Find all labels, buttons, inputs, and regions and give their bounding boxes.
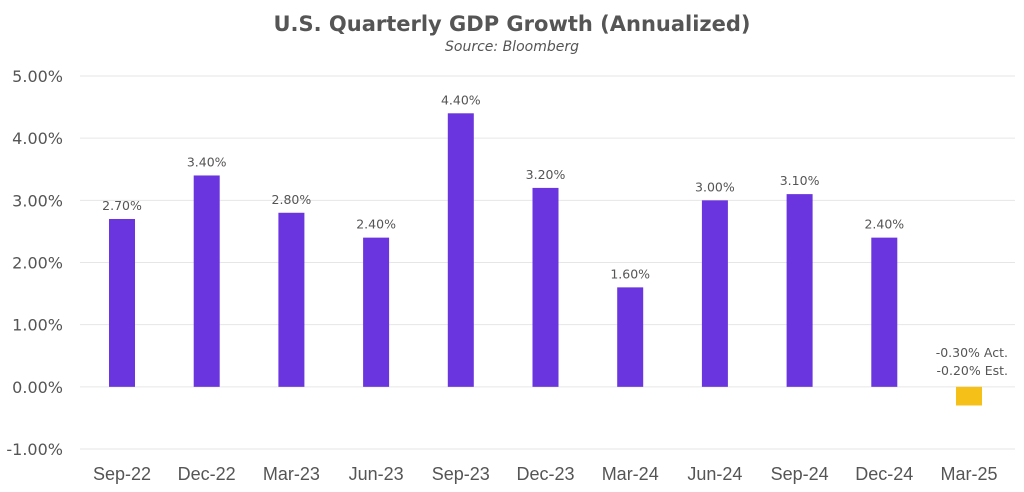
data-label: 1.60% xyxy=(610,266,650,281)
y-tick-label: 4.00% xyxy=(12,129,63,148)
x-tick-label: Sep-23 xyxy=(432,464,490,484)
x-tick-label: Jun-24 xyxy=(687,464,742,484)
y-tick-label: 1.00% xyxy=(12,316,63,335)
data-label: 2.70% xyxy=(102,198,142,213)
data-label: 3.20% xyxy=(526,167,566,182)
data-label: 2.80% xyxy=(272,192,312,207)
x-axis: Sep-22 Dec-22 Mar-23 Jun-23 Sep-23 Dec-23 Mar-… xyxy=(93,464,998,484)
bar-jun-24 xyxy=(701,200,728,387)
x-tick-label: Jun-23 xyxy=(349,464,404,484)
bar-sep-22 xyxy=(109,218,135,387)
data-label: 2.40% xyxy=(356,217,396,232)
data-label: 3.40% xyxy=(187,154,227,169)
bar-mar-24 xyxy=(617,287,644,387)
x-tick-label: Mar-24 xyxy=(602,464,659,484)
data-label-annotation: -0.20% Est. xyxy=(937,363,1008,378)
bar-dec-23 xyxy=(532,187,559,387)
data-label: 2.40% xyxy=(864,217,904,232)
x-tick-label: Mar-25 xyxy=(940,464,997,484)
bar-mar-23 xyxy=(278,212,305,387)
y-tick-label: 0.00% xyxy=(12,378,63,397)
bar-sep-24 xyxy=(786,194,813,387)
y-tick-label: 3.00% xyxy=(12,191,63,210)
x-tick-label: Sep-24 xyxy=(771,464,829,484)
bars xyxy=(109,113,982,406)
x-tick-label: Mar-23 xyxy=(263,464,320,484)
y-tick-label: 5.00% xyxy=(12,67,63,86)
bar-sep-23 xyxy=(447,113,474,387)
y-tick-label: 2.00% xyxy=(12,254,63,273)
data-labels: 2.70% 3.40% 2.80% 2.40% 4.40% 3.20% 1.60% 3.00%… xyxy=(102,92,1008,378)
bar-jun-23 xyxy=(363,237,390,387)
bar-dec-22 xyxy=(193,175,220,387)
x-tick-label: Sep-22 xyxy=(93,464,151,484)
x-tick-label: Dec-22 xyxy=(178,464,236,484)
bar-dec-24 xyxy=(871,237,898,387)
data-label: 4.40% xyxy=(441,92,481,107)
data-label-annotation: -0.30% Act. xyxy=(936,345,1008,360)
y-axis: 5.00% 4.00% 3.00% 2.00% 1.00% 0.00% -1.00% xyxy=(6,67,63,459)
data-label: 3.10% xyxy=(780,173,820,188)
y-tick-label: -1.00% xyxy=(6,440,63,459)
chart-subtitle: Source: Bloomberg xyxy=(445,39,579,55)
x-tick-label: Dec-23 xyxy=(516,464,574,484)
data-label: 3.00% xyxy=(695,179,735,194)
x-tick-label: Dec-24 xyxy=(855,464,913,484)
chart-title: U.S. Quarterly GDP Growth (Annualized) xyxy=(273,12,750,36)
bar-mar-25 xyxy=(956,386,982,406)
